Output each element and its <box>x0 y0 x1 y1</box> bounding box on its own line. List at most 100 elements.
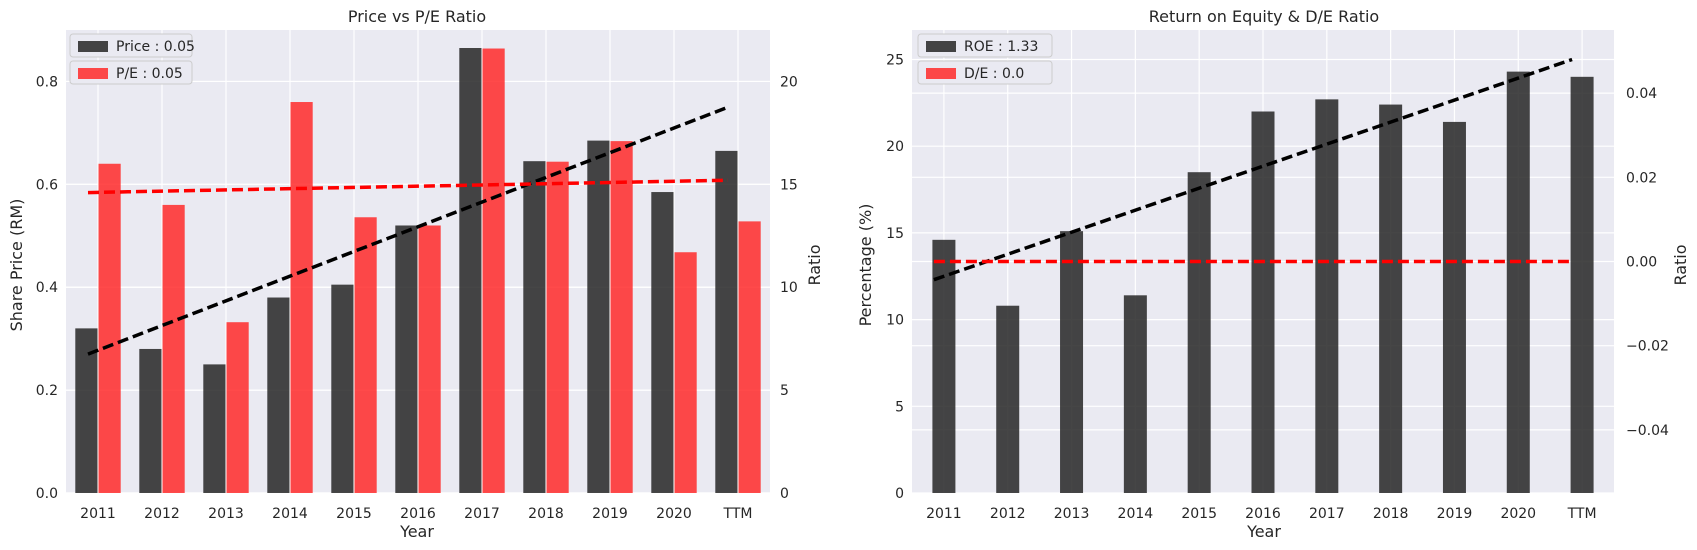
y-tick-label: 15 <box>886 226 904 242</box>
bar-pe <box>98 163 121 493</box>
bar-pe <box>610 141 633 493</box>
legend-swatch <box>926 68 956 79</box>
y-tick-label: 0.2 <box>36 383 58 399</box>
y-tick-label: 0.8 <box>36 74 58 90</box>
x-tick-label: TTM <box>723 506 753 522</box>
x-tick-label: 2014 <box>272 506 308 522</box>
chart-roe-de: Return on Equity & D/E Ratio Year Percen… <box>856 7 1690 541</box>
y-tick-label: 20 <box>886 139 904 155</box>
chart-title: Price vs P/E Ratio <box>348 7 486 26</box>
bar-price <box>523 161 546 493</box>
bar-price <box>203 364 226 493</box>
legend-swatch <box>926 41 956 52</box>
bar-pe <box>354 217 377 493</box>
bar-pe <box>738 221 761 493</box>
x-tick-label: 2019 <box>1437 506 1473 522</box>
bar-pe <box>290 102 313 494</box>
legend-label: D/E : 0.0 <box>964 66 1024 82</box>
y-axis-label: Percentage (%) <box>856 204 875 327</box>
x-tick-label: 2016 <box>1245 506 1281 522</box>
legend-swatch <box>78 68 108 79</box>
legend-label: Price : 0.05 <box>116 39 195 55</box>
bar-price <box>715 150 738 493</box>
y2-tick-label: 20 <box>780 74 798 90</box>
chart-title: Return on Equity & D/E Ratio <box>1149 7 1379 26</box>
y2-tick-label: −0.02 <box>1626 339 1669 355</box>
trendline <box>87 105 729 356</box>
y-tick-label: 0.4 <box>36 280 58 296</box>
legend-swatch <box>78 41 108 52</box>
bar-pe <box>674 252 697 493</box>
bar-pe <box>226 322 249 493</box>
y2-tick-label: 0.04 <box>1626 86 1657 102</box>
y-tick-label: 0.0 <box>36 486 58 502</box>
x-tick-label: 2014 <box>1118 506 1154 522</box>
x-axis-label: Year <box>399 522 434 541</box>
legend: Price : 0.05 P/E : 0.05 <box>69 33 195 85</box>
y-axis-label: Share Price (RM) <box>7 199 26 332</box>
x-tick-label: 2012 <box>990 506 1026 522</box>
bar-roe <box>996 305 1020 493</box>
x-tick-label: 2019 <box>592 506 628 522</box>
y-tick-label: 0 <box>895 486 904 502</box>
x-tick-label: 2012 <box>144 506 180 522</box>
x-tick-label: 2018 <box>528 506 564 522</box>
x-tick-label: 2020 <box>1500 506 1536 522</box>
bar-roe <box>1123 295 1147 493</box>
bar-pe <box>482 48 505 494</box>
x-tick-label: 2015 <box>1181 506 1217 522</box>
y2-tick-label: 0.00 <box>1626 255 1657 271</box>
bar-price <box>75 328 98 493</box>
bar-roe <box>1060 231 1084 493</box>
y2-axis-label: Ratio <box>805 244 824 285</box>
bar-price <box>651 192 674 494</box>
bar-price <box>587 140 610 493</box>
y-tick-label: 0.6 <box>36 177 58 193</box>
x-tick-label: 2013 <box>1054 506 1090 522</box>
bar-pe <box>162 204 185 493</box>
bar-roe <box>1506 71 1530 493</box>
y-tick-label: 5 <box>895 399 904 415</box>
bar-roe <box>1570 76 1594 493</box>
x-tick-label: TTM <box>1567 506 1597 522</box>
bar-price <box>139 348 162 493</box>
bar-pe <box>418 225 441 493</box>
legend-label: P/E : 0.05 <box>116 66 183 82</box>
x-tick-label: 2016 <box>400 506 436 522</box>
legend: ROE : 1.33 D/E : 0.0 <box>917 33 1053 85</box>
y2-axis-label: Ratio <box>1671 244 1690 285</box>
y-tick-label: 10 <box>886 313 904 329</box>
x-tick-label: 2015 <box>336 506 372 522</box>
y2-tick-label: 10 <box>780 280 798 296</box>
bar-roe <box>932 239 956 493</box>
y2-tick-label: 0 <box>780 486 789 502</box>
bar-roe <box>1315 99 1339 494</box>
y2-tick-label: 0.02 <box>1626 170 1657 186</box>
bar-price <box>395 225 418 493</box>
y2-tick-label: 5 <box>780 383 789 399</box>
bar-roe <box>1379 104 1403 493</box>
x-tick-label: 2017 <box>1309 506 1345 522</box>
trendline <box>933 57 1573 282</box>
bars <box>932 71 1594 494</box>
x-tick-label: 2020 <box>656 506 692 522</box>
x-tick-label: 2011 <box>926 506 962 522</box>
bar-roe <box>1442 121 1466 493</box>
bars <box>75 48 761 494</box>
bar-roe <box>1251 111 1275 494</box>
y-tick-label: 25 <box>886 52 904 68</box>
bar-roe <box>1187 172 1211 493</box>
bar-price <box>267 297 290 493</box>
trendline <box>87 178 729 195</box>
y2-tick-label: −0.04 <box>1626 423 1669 439</box>
bar-pe <box>546 161 569 493</box>
x-tick-label: 2011 <box>80 506 116 522</box>
bar-price <box>331 284 354 493</box>
x-tick-label: 2018 <box>1373 506 1409 522</box>
x-axis-label: Year <box>1246 522 1281 541</box>
legend-label: ROE : 1.33 <box>964 39 1038 55</box>
x-tick-label: 2013 <box>208 506 244 522</box>
chart-price-pe: Price vs P/E Ratio Year Share Price (RM)… <box>7 7 824 541</box>
y2-tick-label: 15 <box>780 177 798 193</box>
